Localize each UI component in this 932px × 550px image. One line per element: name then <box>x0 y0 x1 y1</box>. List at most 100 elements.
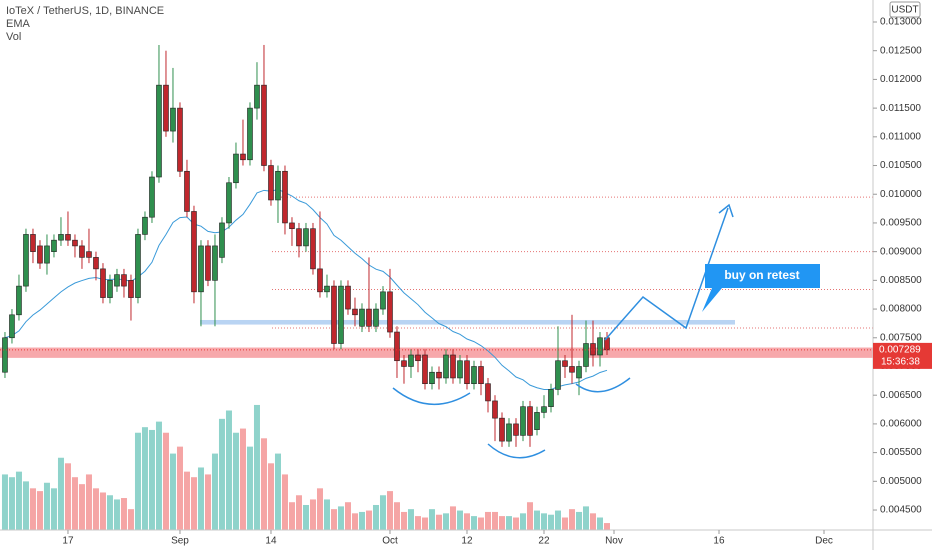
candle-body <box>268 165 274 201</box>
volume-bar <box>134 432 141 530</box>
volume-bar <box>421 517 428 530</box>
volume-bar <box>568 509 575 530</box>
volume-bar <box>435 514 442 530</box>
candle-body <box>114 274 120 287</box>
candle-body <box>107 280 113 298</box>
support-band <box>0 347 873 358</box>
y-tick-label: 0.012000 <box>880 74 922 85</box>
volume-bar <box>148 429 155 530</box>
candle-body <box>506 423 512 442</box>
candle-body <box>58 234 64 241</box>
candle-body <box>240 153 246 161</box>
volume-bar <box>260 438 267 530</box>
volume-bar <box>120 498 127 530</box>
volume-bar <box>589 513 596 530</box>
candle-body <box>233 153 239 184</box>
x-tick-label: Dec <box>815 536 833 547</box>
volume-bar <box>414 516 421 530</box>
candle-body <box>135 234 141 298</box>
volume-bar <box>358 511 365 530</box>
volume-bar <box>295 495 302 530</box>
candle-body <box>142 216 148 235</box>
candle-body <box>72 239 78 247</box>
candle-body <box>324 285 330 293</box>
volume-bar <box>547 514 554 530</box>
x-tick-label: Oct <box>382 536 398 547</box>
x-tick-label: 14 <box>265 536 277 547</box>
y-tick-label: 0.008500 <box>880 275 922 286</box>
volume-bar <box>554 510 561 530</box>
y-tick-label: 0.009000 <box>880 246 922 257</box>
volume-bar <box>344 502 351 530</box>
candle-body <box>590 343 596 356</box>
x-tick-label: 22 <box>538 536 550 547</box>
arrow-head <box>718 203 734 218</box>
candle-body <box>373 308 379 327</box>
candle-body <box>513 423 519 436</box>
last-price-box <box>873 342 932 369</box>
candle-body <box>527 406 533 436</box>
volume-bar <box>190 477 197 530</box>
volume-bar <box>337 506 344 530</box>
volume-bar <box>218 418 225 530</box>
volume-bar <box>225 410 232 530</box>
candle-body <box>23 234 29 287</box>
volume-bar <box>386 491 393 530</box>
currency-label: USDT <box>891 5 918 16</box>
y-tick-label: 0.011500 <box>880 103 921 114</box>
volume-bar <box>99 492 106 530</box>
y-tick-label: 0.010000 <box>880 189 922 200</box>
candle-body <box>415 354 421 362</box>
volume-bar <box>456 510 463 530</box>
candle-body <box>576 366 582 379</box>
candle-body <box>93 257 99 270</box>
volume-bar <box>36 491 43 530</box>
volume-bar <box>169 453 176 530</box>
volume-bar <box>1 474 8 530</box>
volume-bar <box>323 499 330 530</box>
volume-bar <box>379 495 386 530</box>
candle-body <box>156 84 162 178</box>
candle-body <box>219 222 225 258</box>
volume-bar <box>330 509 337 530</box>
volume-bar <box>232 432 239 530</box>
volume-bar <box>239 428 246 530</box>
volume-bar <box>372 504 379 530</box>
y-tick-label: 0.013000 <box>880 17 922 28</box>
candle-body <box>177 107 183 172</box>
volume-bar <box>540 513 547 530</box>
y-tick-label: 0.007500 <box>880 332 922 343</box>
candle-body <box>548 389 554 407</box>
candle-body <box>597 337 603 356</box>
volume-bar <box>575 511 582 530</box>
candle-body <box>478 366 484 385</box>
candle-body <box>170 107 176 132</box>
volume-bar <box>78 484 85 530</box>
candle-body <box>205 245 211 281</box>
candle-body <box>422 354 428 385</box>
last-price-label: 0.007289 <box>879 345 921 356</box>
volume-bar <box>596 517 603 530</box>
volume-bar <box>176 446 183 530</box>
volume-bar <box>113 499 120 530</box>
candle-body <box>394 331 400 362</box>
candle-body <box>457 360 463 379</box>
candle-body <box>198 245 204 293</box>
volume-bar <box>288 502 295 530</box>
x-tick-label: 17 <box>62 536 74 547</box>
volume-bar <box>204 474 211 530</box>
y-tick-label: 0.005000 <box>880 476 922 487</box>
candle-body <box>16 285 22 316</box>
volume-bar <box>442 513 449 530</box>
y-tick-label: 0.006000 <box>880 419 922 430</box>
volume-bar <box>463 513 470 530</box>
volume-bar <box>470 516 477 530</box>
candle-body <box>128 280 134 298</box>
volume-bar <box>64 463 71 530</box>
callout-text: buy on retest <box>724 268 799 282</box>
volume-bar <box>155 421 162 530</box>
candle-body <box>492 400 498 419</box>
volume-bar <box>246 446 253 530</box>
candle-body <box>569 366 575 373</box>
